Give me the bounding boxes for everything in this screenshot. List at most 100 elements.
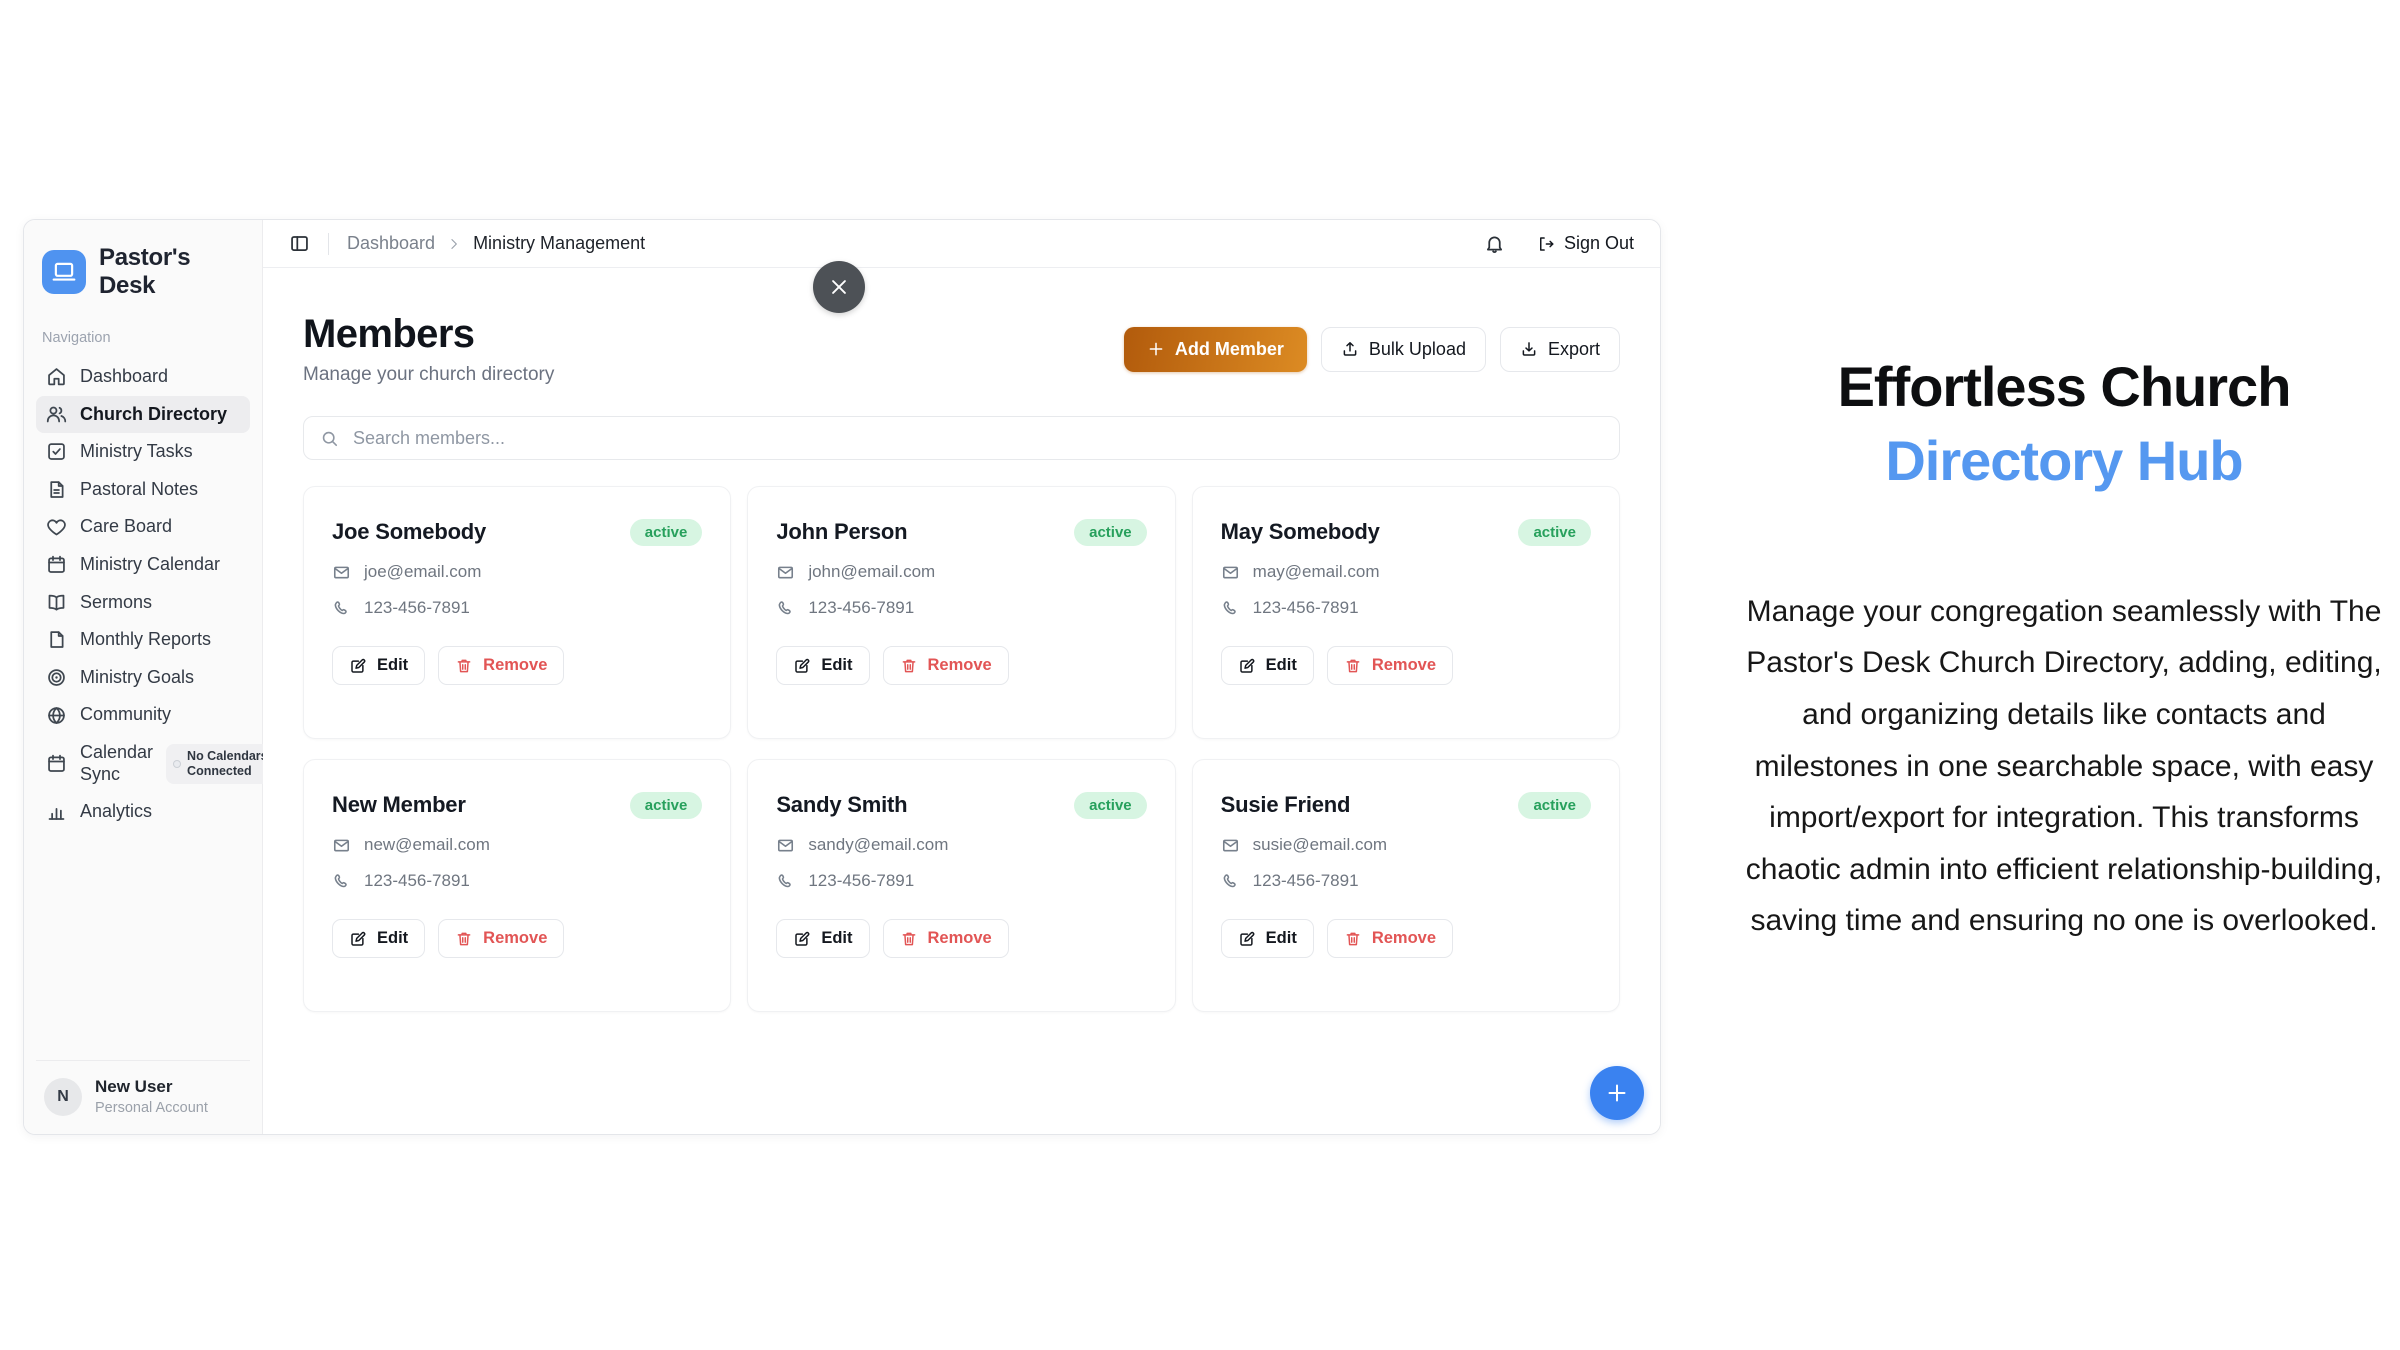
laptop-logo-icon	[42, 250, 86, 294]
nav-item-icon	[46, 366, 67, 387]
status-badge: active	[629, 519, 703, 546]
sign-out-button[interactable]: Sign Out	[1537, 233, 1634, 254]
sidebar-item-ministry-tasks[interactable]: Ministry Tasks	[36, 433, 250, 471]
mail-icon	[332, 836, 351, 855]
export-button[interactable]: Export	[1499, 326, 1620, 372]
remove-member-button[interactable]: Remove	[1326, 646, 1454, 685]
add-member-button[interactable]: Add Member	[1123, 326, 1307, 372]
phone-row: 123-456-7891	[1221, 871, 1591, 891]
user-meta: New User Personal Account	[95, 1077, 208, 1116]
nav-item-icon	[46, 517, 67, 538]
mail-icon	[776, 563, 795, 582]
remove-member-button[interactable]: Remove	[1326, 919, 1454, 958]
user-account-type: Personal Account	[95, 1100, 208, 1116]
sidebar-spacer	[36, 831, 250, 1060]
user-card[interactable]: N New User Personal Account	[36, 1060, 250, 1134]
sidebar-item-ministry-calendar[interactable]: Ministry Calendar	[36, 546, 250, 584]
nav-item-icon	[46, 705, 67, 726]
remove-member-button[interactable]: Remove	[882, 646, 1009, 685]
bulk-upload-button[interactable]: Bulk Upload	[1320, 326, 1486, 372]
phone-icon	[332, 872, 351, 891]
edit-member-button[interactable]: Edit	[1220, 646, 1314, 685]
phone-icon	[1221, 872, 1240, 891]
edit-member-button[interactable]: Edit	[332, 919, 426, 958]
brand-name: Pastor's Desk	[99, 244, 191, 299]
member-grid: Joe Somebody active joe@email.com 123-45…	[303, 486, 1620, 1012]
sidebar-item-care-board[interactable]: Care Board	[36, 508, 250, 546]
page-title: Members	[303, 312, 475, 356]
remove-member-button[interactable]: Remove	[882, 919, 1009, 958]
sidebar-item-sermons[interactable]: Sermons	[36, 584, 250, 622]
bell-icon[interactable]	[1484, 233, 1505, 254]
trash-icon	[1344, 930, 1362, 948]
member-card: Joe Somebody active joe@email.com 123-45…	[303, 486, 732, 739]
sidebar-item-pastoral-notes[interactable]: Pastoral Notes	[36, 471, 250, 509]
phone-row: 123-456-7891	[332, 871, 702, 891]
sidebar-toggle-icon[interactable]	[289, 233, 310, 254]
add-fab-button[interactable]	[1590, 1066, 1644, 1120]
member-card: Susie Friend active susie@email.com 123-…	[1191, 759, 1620, 1012]
sidebar-item-community[interactable]: Community	[36, 696, 250, 734]
remove-member-button[interactable]: Remove	[438, 646, 565, 685]
nav-item-label: Community	[80, 704, 172, 725]
sidebar-item-analytics[interactable]: Analytics	[36, 793, 250, 831]
pencil-icon	[1238, 930, 1256, 948]
search-bar	[303, 416, 1620, 460]
marketing-body: Manage your congregation seamlessly with…	[1745, 594, 2383, 938]
marketing-title: Effortless Church Directory Hub	[1733, 350, 2395, 498]
card-head: Susie Friend active	[1221, 792, 1591, 819]
nav-item-icon	[46, 404, 67, 425]
phone-icon	[332, 599, 351, 618]
edit-member-button[interactable]: Edit	[1220, 919, 1314, 958]
sidebar-item-dashboard[interactable]: Dashboard	[36, 358, 250, 396]
card-actions: Edit Remove	[776, 919, 1146, 958]
status-badge: active	[1518, 519, 1591, 546]
card-actions: Edit Remove	[332, 646, 702, 685]
nav-item-icon	[46, 629, 67, 650]
status-badge: active	[1074, 519, 1147, 546]
phone-row: 123-456-7891	[776, 871, 1146, 891]
card-actions: Edit Remove	[1220, 919, 1591, 958]
nav-item-label: Monthly Reports	[80, 629, 212, 650]
marketing-panel: Effortless Church Directory Hub Manage yo…	[1733, 350, 2395, 947]
breadcrumb-dashboard[interactable]: Dashboard	[347, 233, 436, 253]
nav-item-icon	[46, 801, 67, 822]
email-row: john@email.com	[776, 562, 1146, 582]
close-icon	[828, 276, 850, 298]
marketing-title-line2: Directory Hub	[1885, 428, 2243, 492]
topbar-right: Sign Out	[1484, 233, 1634, 254]
badge-text: No Calendars Connected	[187, 748, 268, 778]
pencil-icon	[793, 930, 811, 948]
card-head: Sandy Smith active	[776, 792, 1147, 819]
phone-icon	[776, 599, 795, 618]
member-phone: 123-456-7891	[808, 871, 915, 890]
edit-member-button[interactable]: Edit	[332, 646, 426, 685]
member-name: New Member	[332, 792, 466, 817]
edit-member-button[interactable]: Edit	[776, 646, 870, 685]
nav-item-label: Sermons	[80, 591, 153, 612]
sidebar-item-monthly-reports[interactable]: Monthly Reports	[36, 621, 250, 659]
sidebar-item-church-directory[interactable]: Church Directory	[36, 395, 250, 434]
nav-item-label: Calendar Sync	[80, 741, 154, 784]
edit-member-button[interactable]: Edit	[776, 919, 870, 958]
member-email: new@email.com	[364, 835, 490, 854]
sidebar-item-ministry-goals[interactable]: Ministry Goals	[36, 659, 250, 697]
member-phone: 123-456-7891	[364, 598, 470, 617]
topbar: Dashboard Ministry Management Sign Out	[263, 220, 1660, 268]
sidebar-item-calendar-sync[interactable]: Calendar Sync No Calendars Connected	[36, 734, 277, 793]
status-badge: active	[629, 792, 703, 819]
plus-icon	[1147, 340, 1165, 358]
sidebar: Pastor's Desk Navigation Dashboard Churc…	[24, 220, 277, 1134]
members-content: Members Manage your church directory Add…	[263, 268, 1660, 1134]
close-button[interactable]	[813, 261, 865, 313]
pencil-icon	[349, 930, 367, 948]
remove-member-button[interactable]: Remove	[438, 919, 565, 958]
trash-icon	[455, 930, 473, 948]
nav-section-label: Navigation	[42, 330, 111, 346]
phone-row: 123-456-7891	[1221, 598, 1591, 618]
search-input[interactable]	[351, 426, 1603, 450]
card-actions: Edit Remove	[776, 646, 1146, 685]
topbar-divider	[328, 232, 329, 255]
mail-icon	[332, 563, 351, 582]
member-card: Sandy Smith active sandy@email.com 123-4…	[747, 759, 1176, 1012]
